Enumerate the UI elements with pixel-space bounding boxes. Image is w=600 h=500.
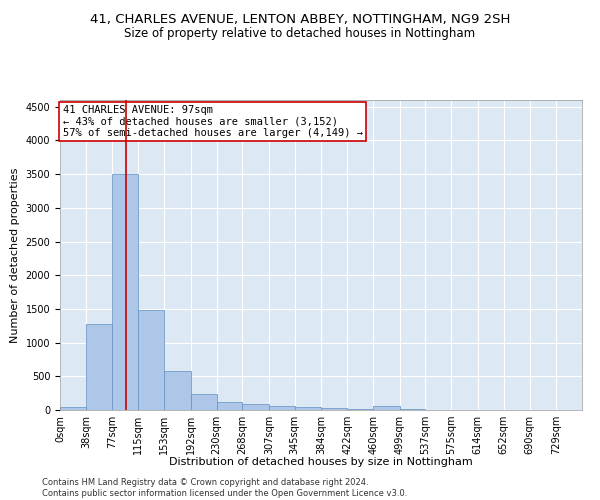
Bar — [112, 174, 138, 410]
Text: 41, CHARLES AVENUE, LENTON ABBEY, NOTTINGHAM, NG9 2SH: 41, CHARLES AVENUE, LENTON ABBEY, NOTTIN… — [90, 12, 510, 26]
Bar — [217, 402, 242, 410]
Y-axis label: Number of detached properties: Number of detached properties — [10, 168, 20, 342]
Bar — [138, 310, 164, 410]
Bar — [86, 324, 112, 410]
X-axis label: Distribution of detached houses by size in Nottingham: Distribution of detached houses by size … — [169, 457, 473, 467]
Bar — [295, 407, 322, 410]
Text: Contains HM Land Registry data © Crown copyright and database right 2024.
Contai: Contains HM Land Registry data © Crown c… — [42, 478, 407, 498]
Bar — [242, 404, 269, 410]
Bar — [322, 408, 347, 410]
Bar — [164, 371, 191, 410]
Bar — [269, 406, 295, 410]
Bar — [373, 406, 400, 410]
Bar — [60, 407, 86, 410]
Text: Size of property relative to detached houses in Nottingham: Size of property relative to detached ho… — [124, 28, 476, 40]
Text: 41 CHARLES AVENUE: 97sqm
← 43% of detached houses are smaller (3,152)
57% of sem: 41 CHARLES AVENUE: 97sqm ← 43% of detach… — [62, 104, 362, 138]
Bar — [191, 394, 217, 410]
